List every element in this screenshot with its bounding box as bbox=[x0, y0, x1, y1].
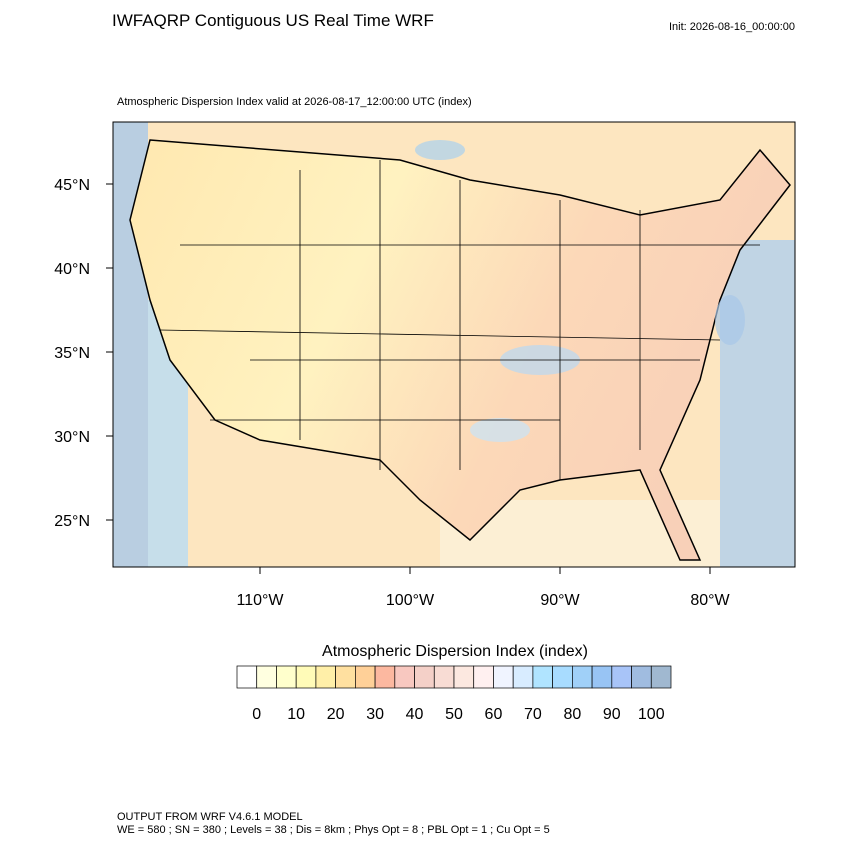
colorbar-box bbox=[532, 665, 553, 689]
map bbox=[112, 121, 796, 568]
colorbar-label: 20 bbox=[327, 706, 345, 723]
lat-label: 35°N bbox=[54, 345, 90, 362]
colorbar-box bbox=[493, 665, 514, 689]
colorbar-box bbox=[295, 665, 317, 689]
colorbar-box bbox=[374, 665, 396, 689]
colorbar-label: 100 bbox=[638, 706, 665, 723]
colorbar-box bbox=[355, 665, 376, 689]
colorbar-title: Atmospheric Dispersion Index (index) bbox=[322, 643, 588, 660]
colorbar-box bbox=[473, 665, 494, 689]
blue-patch bbox=[470, 418, 530, 442]
lon-label: 80°W bbox=[690, 592, 730, 609]
colorbar-box bbox=[591, 665, 613, 689]
colorbar-box bbox=[650, 665, 672, 689]
state-borders bbox=[159, 160, 760, 480]
colorbar-label: 80 bbox=[563, 706, 581, 723]
colorbar-label: 30 bbox=[366, 706, 384, 723]
atlantic bbox=[720, 240, 795, 567]
colorbar-box bbox=[453, 665, 475, 689]
lon-label: 110°W bbox=[236, 592, 284, 609]
colorbar-box bbox=[276, 665, 297, 689]
blue-patch bbox=[715, 295, 745, 345]
colorbar-label: 70 bbox=[524, 706, 542, 723]
colorbar-label: 40 bbox=[406, 706, 424, 723]
lon-label: 100°W bbox=[386, 592, 435, 609]
init-time: Init: 2026-08-16_00:00:00 bbox=[669, 21, 795, 33]
footer-line: WE = 580 ; SN = 380 ; Levels = 38 ; Dis … bbox=[117, 824, 550, 836]
title: IWFAQRP Contiguous US Real Time WRF bbox=[112, 11, 434, 30]
colorbar-box bbox=[552, 665, 573, 689]
colorbar-box bbox=[512, 665, 534, 689]
colorbar-box bbox=[611, 665, 632, 689]
lon-label: 90°W bbox=[540, 592, 580, 609]
colorbar-label: 0 bbox=[252, 706, 261, 723]
colorbar-box bbox=[335, 665, 356, 689]
colorbar-label: 10 bbox=[287, 706, 305, 723]
lat-label: 25°N bbox=[54, 513, 90, 530]
colorbar-box bbox=[256, 665, 277, 689]
colorbar-box bbox=[631, 665, 652, 689]
colorbar-box bbox=[236, 665, 258, 689]
blue-patch bbox=[415, 140, 465, 160]
colorbar-label: 60 bbox=[485, 706, 503, 723]
colorbar-box bbox=[572, 665, 593, 689]
colorbar-box bbox=[414, 665, 435, 689]
lat-label: 40°N bbox=[54, 261, 90, 278]
colorbar-box bbox=[394, 665, 415, 689]
lat-label: 45°N bbox=[54, 177, 90, 194]
colorbar-box bbox=[433, 665, 455, 689]
map-frame bbox=[112, 121, 796, 568]
colorbar-label: 90 bbox=[603, 706, 621, 723]
colorbar-label: 50 bbox=[445, 706, 463, 723]
footer-line: OUTPUT FROM WRF V4.6.1 MODEL bbox=[117, 811, 303, 823]
subtitle: Atmospheric Dispersion Index valid at 20… bbox=[117, 96, 472, 108]
lat-label: 30°N bbox=[54, 429, 90, 446]
colorbar-box bbox=[315, 665, 336, 689]
